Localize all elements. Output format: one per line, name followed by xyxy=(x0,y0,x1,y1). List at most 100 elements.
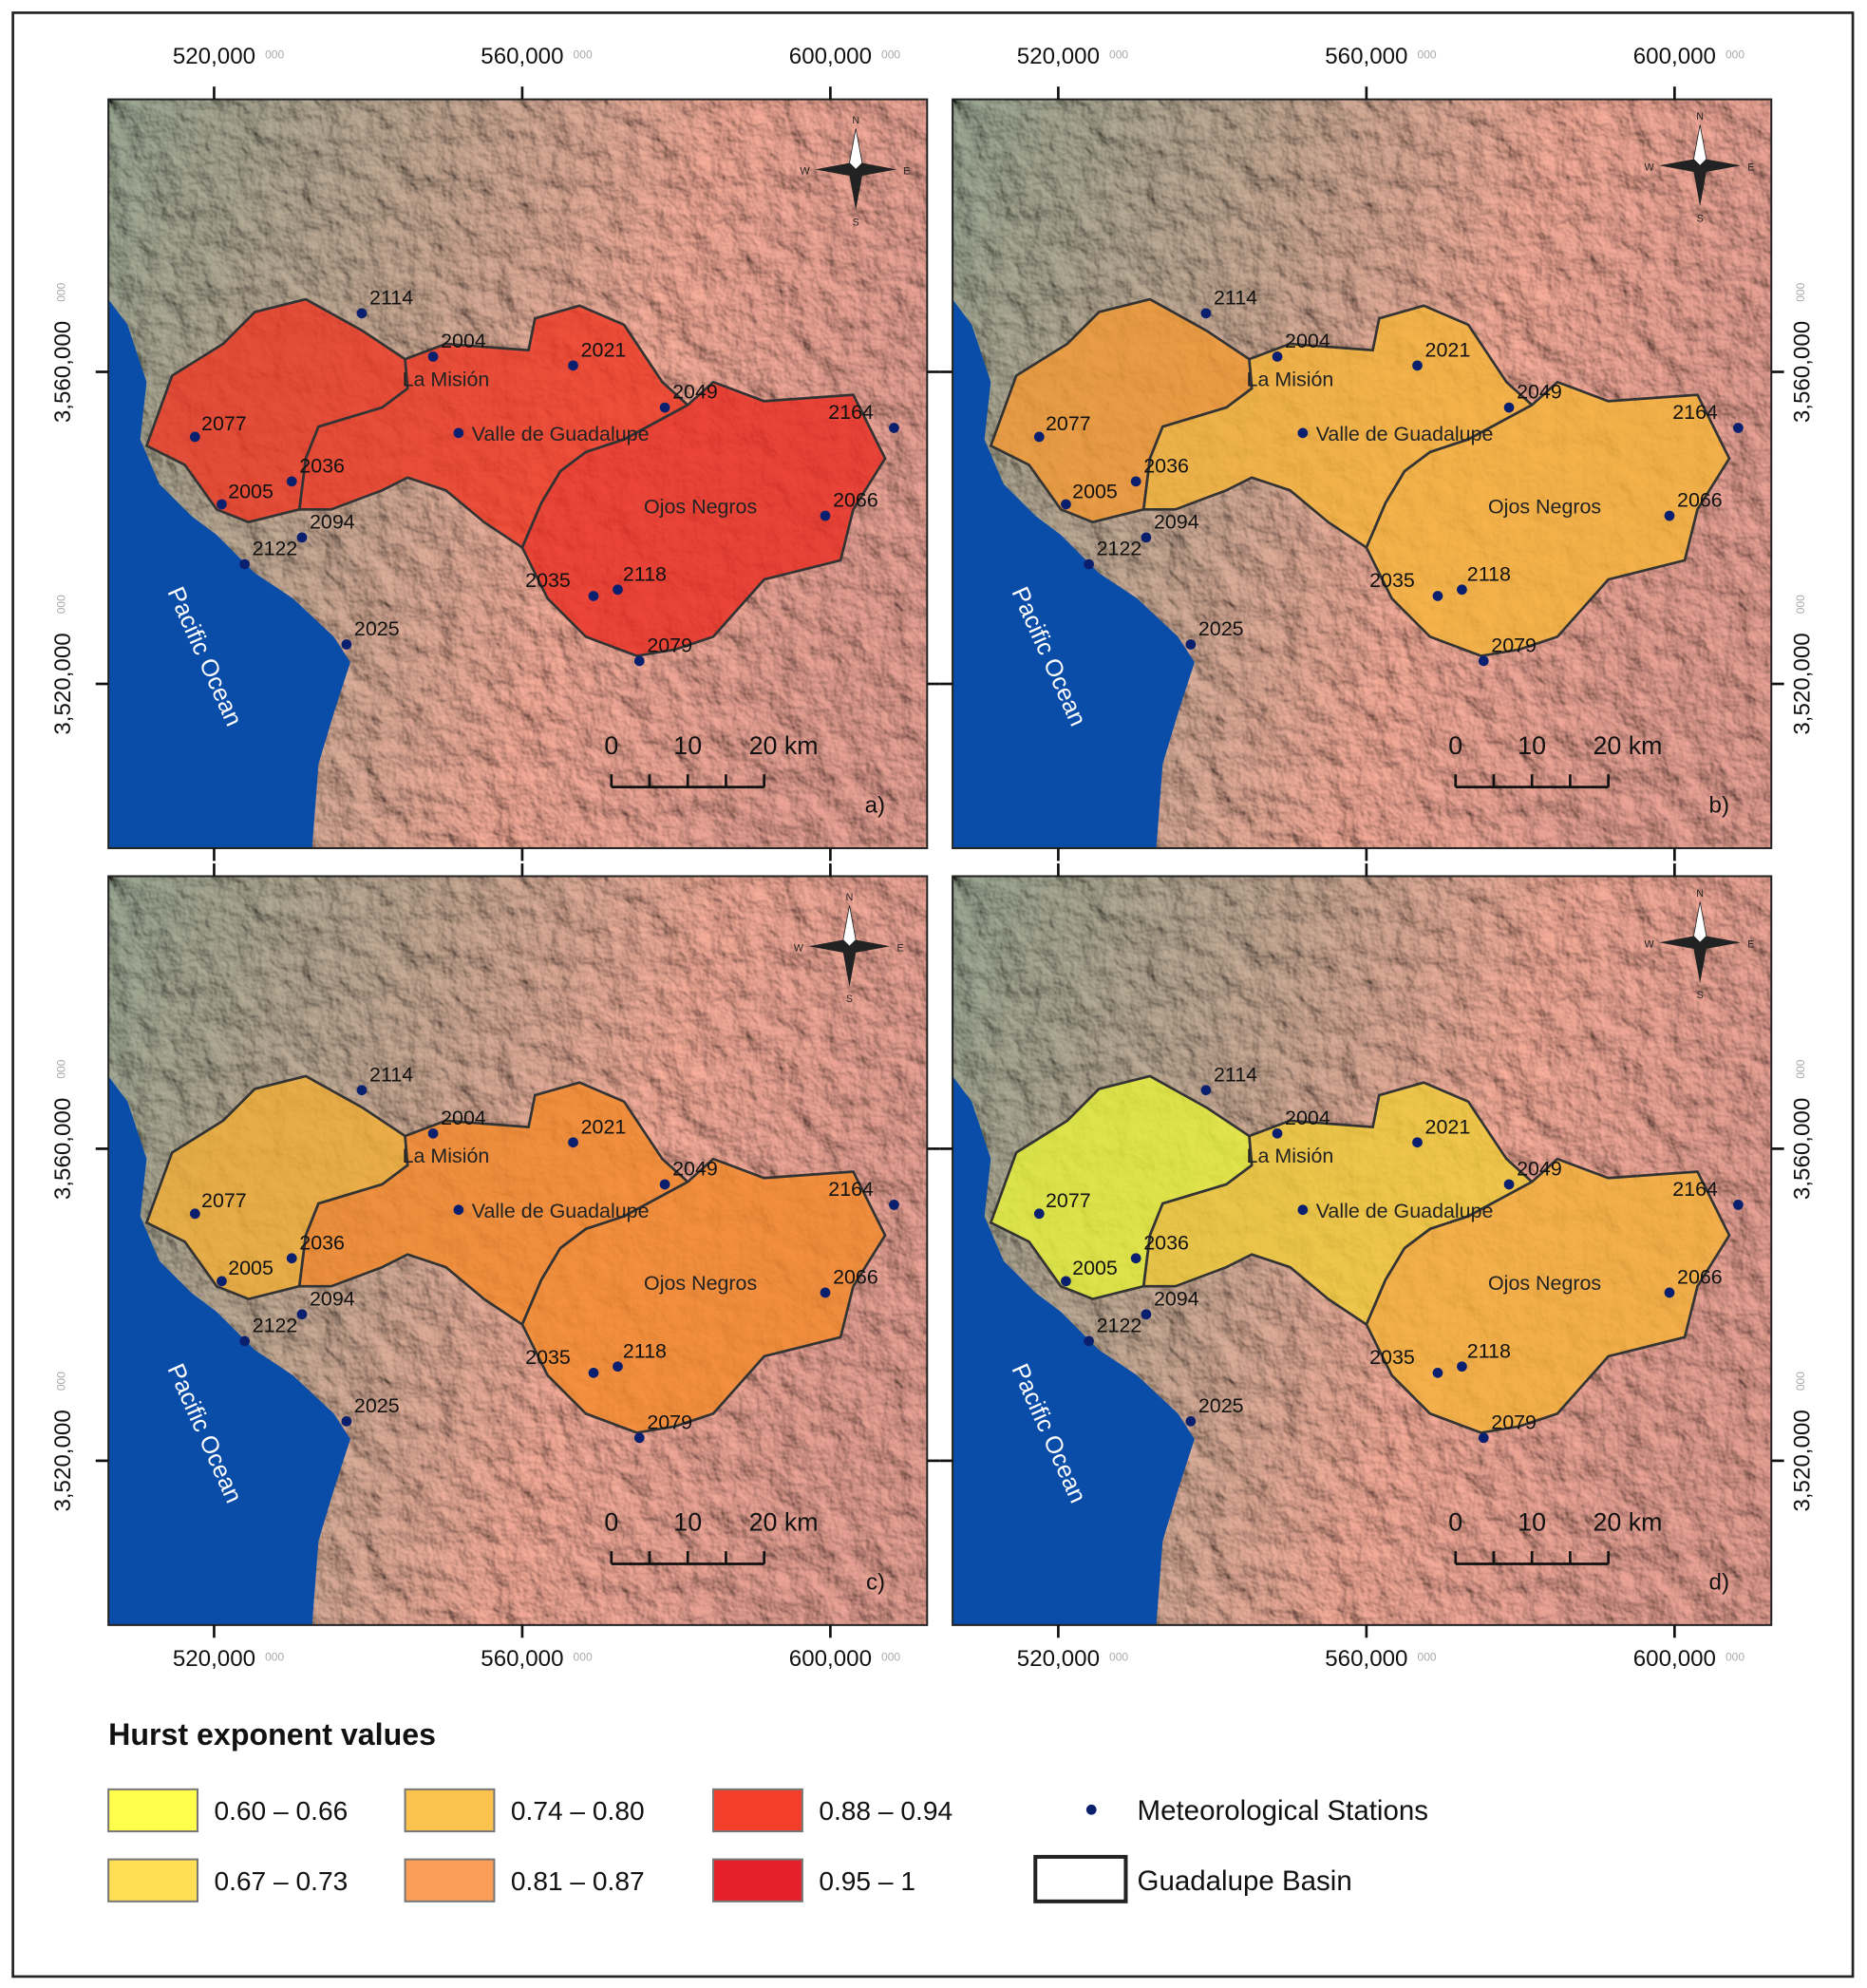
ocean xyxy=(108,1075,350,1625)
station-label: 2077 xyxy=(1046,1189,1091,1212)
scale-label: 10 xyxy=(673,731,702,760)
station-label: 2079 xyxy=(647,1411,692,1433)
legend-swatch xyxy=(712,1788,803,1833)
compass-letter: E xyxy=(1747,162,1754,174)
legend-swatch xyxy=(712,1858,803,1903)
station-dot xyxy=(659,1179,670,1190)
station-dot xyxy=(1272,351,1283,362)
y-tick-label: 3,560,000 xyxy=(50,321,76,423)
x-tick-label: 520,000 xyxy=(173,1646,255,1672)
region-label: Ojos Negros xyxy=(1488,495,1601,518)
scale-bar: 0 10 20 km xyxy=(604,731,819,788)
tick-suffix: 000 xyxy=(1794,1059,1807,1078)
station-dot xyxy=(659,402,670,413)
station-dot xyxy=(1664,1287,1675,1298)
scale-label: 20 km xyxy=(1594,1508,1663,1537)
y-tick-label: 3,520,000 xyxy=(50,1410,76,1511)
station-dot xyxy=(820,1287,831,1298)
basin xyxy=(297,304,690,550)
compass-letter: E xyxy=(897,943,904,955)
station-label: 2114 xyxy=(1214,286,1257,309)
station-label: 2004 xyxy=(441,1107,486,1129)
frame xyxy=(11,11,1855,1979)
scale-bar: 0 10 20 km xyxy=(1448,731,1663,788)
x-tick-label: 520,000 xyxy=(1017,1646,1100,1672)
station-label: 2035 xyxy=(1369,569,1415,592)
scale-bar: 0 10 20 km xyxy=(1448,1508,1663,1565)
legend: Hurst exponent values 0.60 – 0.66 0.67 – 0… xyxy=(107,1717,1428,1903)
y-tick-label: 3,560,000 xyxy=(1789,321,1815,423)
station-label: 2094 xyxy=(310,510,355,533)
panel-border xyxy=(107,875,929,1626)
legend-swatch xyxy=(404,1858,496,1903)
station-label: 2114 xyxy=(369,1063,413,1086)
station-dot xyxy=(427,1127,439,1139)
compass-letter: N xyxy=(852,115,859,126)
station-label: 2025 xyxy=(1198,1394,1244,1417)
station-dot xyxy=(1084,1335,1094,1347)
station-label: 2164 xyxy=(828,1178,874,1201)
compass-letter: S xyxy=(1697,213,1704,224)
station-label: 2036 xyxy=(299,1231,345,1254)
scale-label: 0 xyxy=(604,731,618,760)
legend-label: 0.88 – 0.94 xyxy=(819,1796,952,1826)
basin xyxy=(1365,380,1731,657)
station-label: 2035 xyxy=(1369,1346,1415,1369)
x-tick-label: 560,000 xyxy=(481,44,563,69)
station-dot xyxy=(588,591,599,601)
ocean xyxy=(108,299,350,848)
tick-suffix: 000 xyxy=(1726,48,1744,62)
station-dot xyxy=(1130,476,1141,487)
scale-label: 20 km xyxy=(749,731,819,760)
compass-letter: W xyxy=(1644,939,1654,951)
region-label: Ojos Negros xyxy=(644,1272,757,1295)
ocean xyxy=(952,299,1195,848)
basin xyxy=(1141,1081,1535,1327)
station-dot xyxy=(1478,655,1489,667)
station-dot xyxy=(1733,423,1744,433)
legend-title: Hurst exponent values xyxy=(108,1717,436,1751)
legend-label: 0.95 – 1 xyxy=(819,1866,915,1896)
station-dot xyxy=(613,1361,623,1373)
station-label: 2114 xyxy=(369,286,413,309)
tick-suffix: 000 xyxy=(1109,48,1128,62)
compass-star xyxy=(1693,901,1707,943)
legend-swatch xyxy=(107,1858,199,1903)
station-dot xyxy=(1141,1309,1152,1320)
station-dot xyxy=(1033,1208,1045,1220)
region-label: Ojos Negros xyxy=(644,495,757,518)
y-tick-label: 3,520,000 xyxy=(1789,633,1815,734)
station-label: 2004 xyxy=(441,330,486,352)
station-label: 2049 xyxy=(672,1158,718,1181)
station-dot xyxy=(1297,1204,1309,1216)
x-tick-label: 520,000 xyxy=(173,44,255,69)
station-label: 2005 xyxy=(1072,1257,1118,1279)
station-label: 2036 xyxy=(1143,454,1189,477)
compass-letter: E xyxy=(1747,939,1754,951)
tick-suffix: 000 xyxy=(881,1650,900,1663)
station-label: 2164 xyxy=(1672,1178,1718,1201)
station-dot xyxy=(1185,639,1197,650)
basin xyxy=(297,1081,690,1327)
station-label: 2004 xyxy=(1285,330,1330,352)
station-label: 2077 xyxy=(201,1189,247,1212)
station-label: 2077 xyxy=(201,412,247,435)
station-dot xyxy=(889,1200,899,1210)
station-dot xyxy=(1412,1137,1423,1148)
compass-letter: E xyxy=(903,166,910,178)
station-dot xyxy=(1200,1085,1212,1096)
station-dot xyxy=(356,1085,368,1096)
station-dot xyxy=(568,1137,578,1148)
station-label: 2118 xyxy=(1467,1339,1511,1362)
x-tick-label: 560,000 xyxy=(1325,1646,1407,1672)
compass-letter: N xyxy=(846,892,854,903)
station-dot xyxy=(1503,1179,1515,1190)
station-dot xyxy=(588,1368,599,1378)
station-label: 2079 xyxy=(647,634,692,656)
region-label: Ojos Negros xyxy=(1488,1272,1601,1295)
tick-suffix: 000 xyxy=(1794,282,1807,301)
